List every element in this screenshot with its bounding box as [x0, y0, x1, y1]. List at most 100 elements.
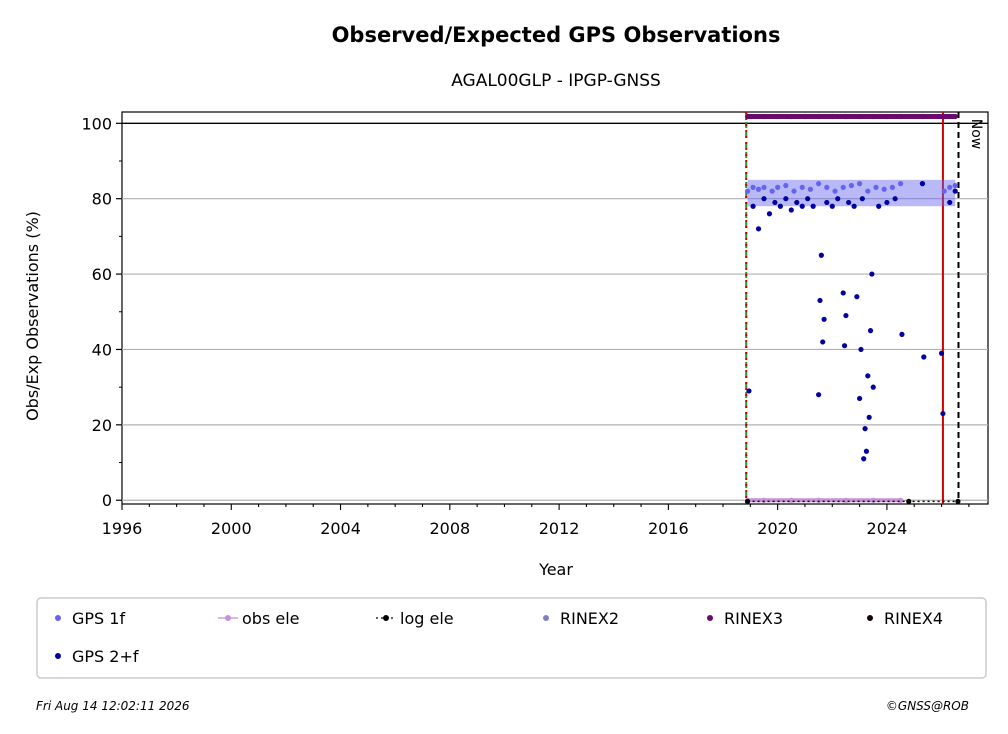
data-point: [857, 181, 863, 187]
y-tick-label: 80: [92, 190, 112, 209]
data-point: [865, 373, 871, 379]
data-point: [820, 339, 826, 345]
data-point: [788, 113, 794, 120]
legend-item: log ele: [376, 609, 454, 628]
data-point: [947, 199, 953, 206]
chart-title: Observed/Expected GPS Observations: [332, 23, 781, 47]
data-point: [870, 384, 876, 390]
series-log-ele: [744, 498, 961, 504]
data-point: [835, 196, 841, 202]
data-point: [821, 316, 827, 322]
data-point: [769, 188, 775, 194]
data-point: [938, 350, 945, 356]
x-tick-label: 2004: [320, 519, 361, 538]
x-tick-label: 1996: [102, 519, 143, 538]
data-point: [816, 392, 822, 398]
data-point: [889, 184, 895, 190]
now-label: Now: [968, 119, 984, 150]
legend-marker: [867, 615, 873, 621]
chart-subtitle: AGAL00GLP - IPGP-GNSS: [451, 71, 661, 91]
data-point: [859, 196, 865, 202]
series-obs-ele: [744, 497, 904, 503]
data-point: [867, 328, 874, 334]
y-tick-label: 0: [102, 491, 112, 510]
data-point: [876, 203, 882, 209]
data-point: [840, 290, 846, 296]
data-point: [746, 388, 752, 394]
data-point: [863, 448, 870, 454]
data-point: [940, 410, 946, 417]
data-point: [952, 113, 958, 120]
x-tick-label: 2008: [429, 519, 470, 538]
data-point: [794, 199, 800, 206]
data-point: [750, 203, 756, 209]
vertical-lines: [745, 112, 960, 504]
legend-frame: [36, 597, 987, 679]
series-gps-2-f: [746, 181, 958, 462]
data-point: [744, 498, 751, 504]
legend-marker: [55, 615, 61, 621]
data-point: [843, 497, 849, 503]
data-point: [761, 196, 767, 202]
data-point: [817, 297, 823, 304]
data-point: [919, 113, 926, 120]
data-point: [848, 182, 855, 189]
legend-item: GPS 2+f: [55, 647, 139, 666]
data-point: [829, 203, 835, 209]
series-rinex3: [744, 113, 958, 120]
x-tick-label: 2024: [867, 519, 908, 538]
legend-item: RINEX3: [707, 609, 783, 628]
data-point: [744, 113, 751, 120]
x-tick-label: 2000: [211, 519, 252, 538]
legend-label: GPS 1f: [72, 609, 125, 628]
y-axis-label: Obs/Exp Observations (%): [23, 211, 42, 421]
data-point: [892, 196, 898, 202]
y-tick-label: 60: [92, 265, 112, 284]
data-point: [854, 294, 860, 300]
legend-label: log ele: [400, 609, 454, 628]
legend-marker: [707, 615, 713, 621]
legend-item: GPS 1f: [55, 609, 125, 628]
data-point: [947, 184, 953, 190]
data-point: [843, 312, 849, 319]
data-point: [772, 199, 778, 206]
data-point: [857, 395, 863, 402]
x-axis: 1996 2000 2004 2008 2012 2016 2020 2024: [102, 504, 970, 538]
legend-marker: [225, 615, 231, 621]
x-tick-label: 2012: [539, 519, 580, 538]
legend-label: GPS 2+f: [72, 647, 139, 666]
data-point: [851, 203, 857, 209]
legend-label: RINEX3: [724, 609, 783, 628]
data-point: [824, 199, 830, 206]
data-point: [861, 456, 867, 462]
data-point: [775, 184, 781, 190]
data-point: [858, 346, 864, 353]
data-point: [744, 188, 751, 194]
data-point: [921, 354, 927, 360]
data-point: [866, 414, 872, 420]
legend-label: RINEX4: [884, 609, 943, 628]
data-point: [816, 181, 822, 187]
plot-frame: [121, 111, 989, 505]
data-point: [802, 113, 808, 120]
data-point: [857, 113, 863, 120]
data-point: [761, 113, 767, 120]
data-point: [829, 113, 835, 120]
data-point: [832, 188, 838, 194]
y-tick-label: 100: [81, 114, 112, 133]
y-tick-label: 20: [92, 416, 112, 435]
data-point: [865, 188, 871, 194]
data-point: [755, 226, 762, 232]
data-point: [873, 184, 879, 190]
x-tick-label: 2016: [648, 519, 689, 538]
data-point: [799, 184, 805, 190]
y-tick-label: 40: [92, 340, 112, 359]
data-point: [816, 113, 822, 120]
data-point: [805, 196, 811, 202]
data-point: [899, 331, 905, 337]
data-point: [952, 182, 958, 189]
data-point: [881, 186, 887, 192]
data-point: [816, 497, 822, 503]
data-point: [791, 188, 797, 194]
data-point: [841, 343, 848, 349]
